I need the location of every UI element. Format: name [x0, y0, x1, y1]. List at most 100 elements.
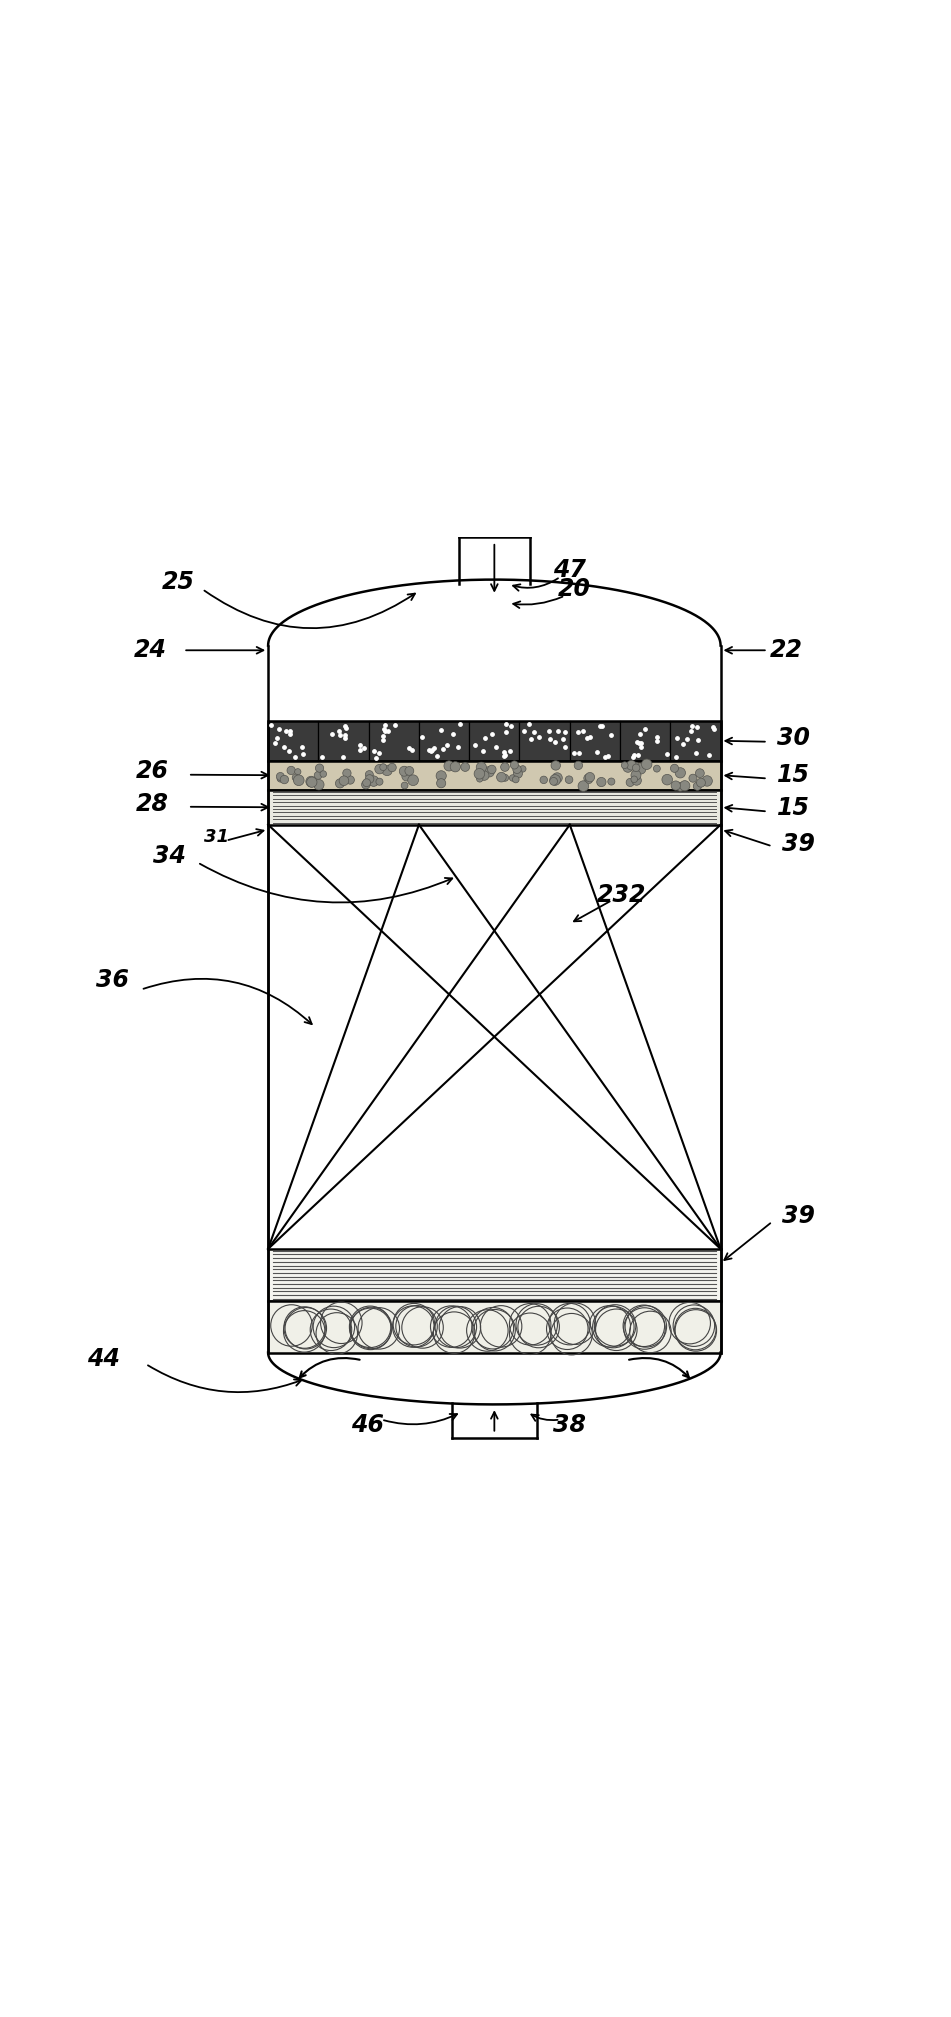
Point [449, 750, 464, 783]
Point [422, 734, 437, 766]
Point [357, 732, 372, 764]
Point [598, 740, 613, 773]
Point [283, 754, 299, 787]
Point [405, 734, 420, 766]
Point [692, 756, 708, 789]
Point [650, 724, 665, 756]
Point [632, 752, 648, 785]
Point [550, 762, 565, 795]
Point [531, 720, 546, 752]
Point [388, 710, 403, 742]
Point [489, 730, 504, 762]
Point [601, 740, 616, 773]
Point [359, 768, 374, 801]
Point [579, 722, 594, 754]
Point [279, 714, 294, 746]
Point [426, 732, 441, 764]
Point [706, 712, 721, 744]
Bar [319, 720, 369, 760]
Point [324, 718, 340, 750]
Point [424, 734, 439, 766]
Point [620, 750, 635, 783]
Bar [519, 720, 570, 760]
Point [333, 766, 348, 799]
Point [684, 714, 699, 746]
Point [575, 770, 591, 803]
Point [287, 740, 302, 773]
Point [515, 752, 531, 785]
Text: 30: 30 [777, 726, 810, 750]
Point [434, 760, 449, 793]
Point [485, 718, 500, 750]
Text: 36: 36 [96, 968, 129, 992]
Text: 15: 15 [777, 797, 810, 819]
Point [445, 718, 460, 750]
Point [582, 760, 597, 793]
Point [361, 758, 377, 791]
Point [526, 716, 541, 748]
Point [375, 720, 390, 752]
Point [632, 718, 648, 750]
Point [453, 708, 468, 740]
Bar [268, 1301, 721, 1353]
Point [273, 760, 288, 793]
Point [472, 758, 487, 791]
Point [332, 716, 347, 748]
Point [507, 748, 522, 781]
Point [362, 762, 378, 795]
Point [686, 762, 701, 795]
Point [311, 768, 326, 801]
Point [548, 748, 563, 781]
Point [627, 738, 642, 770]
Text: 15: 15 [777, 762, 810, 787]
Text: 38: 38 [553, 1414, 586, 1438]
Point [304, 766, 320, 799]
Text: 39: 39 [782, 831, 815, 855]
Point [376, 750, 391, 783]
Point [353, 734, 368, 766]
Point [494, 760, 509, 793]
Point [650, 752, 665, 785]
Point [689, 770, 705, 803]
Point [366, 764, 381, 797]
Point [508, 762, 523, 795]
Point [353, 728, 368, 760]
Point [311, 758, 326, 791]
Bar [469, 720, 519, 760]
Point [693, 766, 708, 799]
Point [372, 752, 387, 785]
Point [677, 770, 692, 803]
Point [359, 766, 374, 799]
Point [433, 714, 448, 746]
Point [543, 724, 558, 756]
Point [626, 740, 641, 773]
Point [631, 726, 646, 758]
Bar [268, 760, 721, 791]
Point [672, 756, 688, 789]
Point [523, 722, 538, 754]
Point [338, 718, 353, 750]
Point [263, 708, 279, 740]
Point [557, 730, 573, 762]
Point [555, 722, 571, 754]
Point [624, 748, 639, 781]
Point [571, 748, 586, 781]
Point [296, 738, 311, 770]
Text: 24: 24 [134, 637, 166, 662]
Bar [570, 720, 620, 760]
Point [630, 726, 645, 758]
Point [536, 764, 552, 797]
Point [337, 710, 352, 742]
Point [397, 768, 412, 801]
Point [629, 758, 644, 791]
Point [448, 750, 463, 783]
Point [580, 762, 595, 795]
Text: 20: 20 [558, 577, 591, 601]
Point [429, 740, 444, 773]
Point [660, 764, 675, 797]
Point [468, 728, 483, 760]
Point [603, 718, 618, 750]
Point [685, 710, 700, 742]
Point [272, 712, 287, 744]
Point [670, 722, 685, 754]
